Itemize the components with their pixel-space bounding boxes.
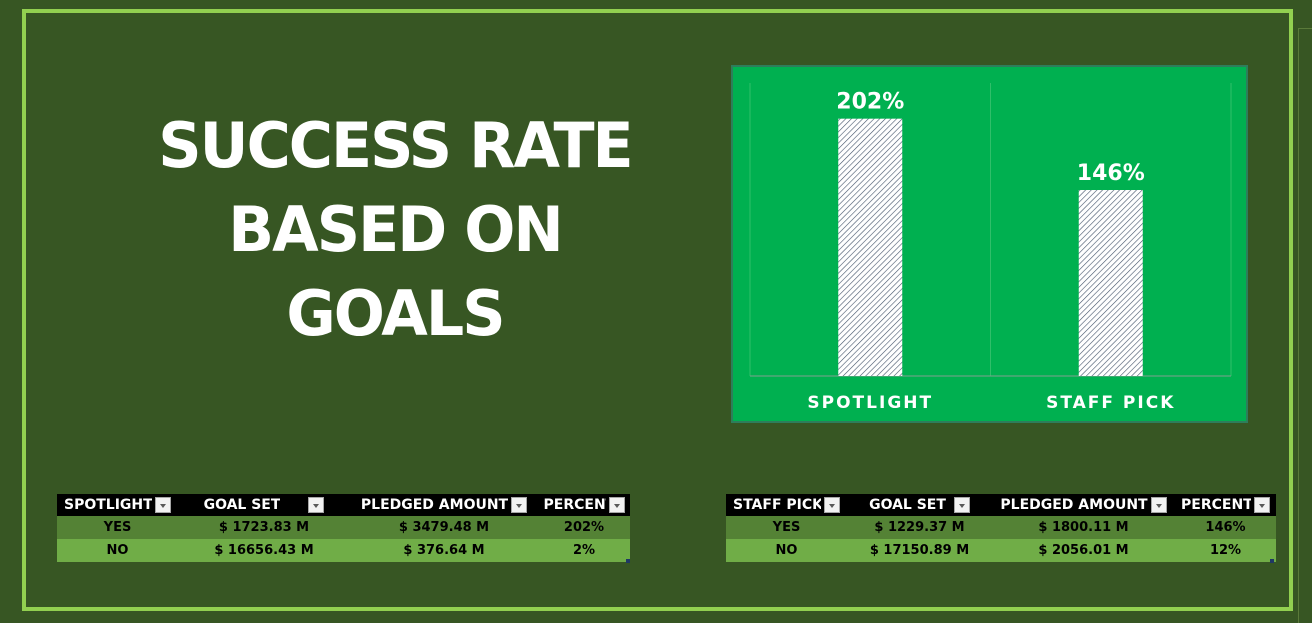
table-row: NO $ 16656.43 M $ 376.64 M 2% — [57, 539, 630, 562]
header-percent: PERCENT — [1175, 494, 1276, 516]
data-label: 202% — [836, 90, 904, 115]
table-header-row: STAFF PICK GOAL SET PLEDGED AMOUNT PERCE… — [726, 494, 1276, 516]
title-line-1: SUCCESS RATE — [158, 109, 633, 182]
table-cell[interactable]: YES — [57, 516, 178, 539]
table-header-row: SPOTLIGHT GOAL SET PLEDGED AMOUNT PERCEN… — [57, 494, 630, 516]
table-cell[interactable]: $ 1229.37 M — [847, 516, 992, 539]
title-line-3: GOALS — [286, 277, 505, 350]
chart-svg: 202% SPOTLIGHT 146% STAFF PICK — [749, 83, 1232, 413]
filter-dropdown-icon[interactable] — [953, 497, 970, 513]
header-goal-set: GOAL SET — [847, 494, 992, 516]
spotlight-table: SPOTLIGHT GOAL SET PLEDGED AMOUNT PERCEN… — [57, 494, 630, 562]
table-cell[interactable]: 146% — [1175, 516, 1276, 539]
table-cell[interactable]: $ 1800.11 M — [992, 516, 1175, 539]
table-cell[interactable]: 12% — [1175, 539, 1276, 562]
table-cell[interactable]: $ 376.64 M — [350, 539, 538, 562]
x-tick-label: STAFF PICK — [1046, 393, 1175, 413]
table-cell[interactable]: NO — [726, 539, 847, 562]
header-pledged-amount: PLEDGED AMOUNT — [350, 494, 538, 516]
header-pledged-amount: PLEDGED AMOUNT — [992, 494, 1175, 516]
header-staff-pick: STAFF PICK — [726, 494, 847, 516]
filter-dropdown-icon[interactable] — [608, 497, 625, 513]
table-cell[interactable]: $ 3479.48 M — [350, 516, 538, 539]
table-cell[interactable]: $ 1723.83 M — [178, 516, 350, 539]
success-rate-chart[interactable]: 202% SPOTLIGHT 146% STAFF PICK — [731, 65, 1248, 423]
staff-pick-table: STAFF PICK GOAL SET PLEDGED AMOUNT PERCE… — [726, 494, 1276, 562]
table-resize-handle[interactable] — [626, 559, 630, 563]
table-cell[interactable]: 2% — [538, 539, 630, 562]
filter-dropdown-icon[interactable] — [155, 497, 171, 513]
filter-dropdown-icon[interactable] — [824, 497, 840, 513]
table-row: YES $ 1229.37 M $ 1800.11 M 146% — [726, 516, 1276, 539]
x-tick-label: SPOTLIGHT — [807, 393, 933, 413]
table-cell[interactable]: NO — [57, 539, 178, 562]
header-percent: PERCENT — [538, 494, 630, 516]
table-cell[interactable]: $ 2056.01 M — [992, 539, 1175, 562]
filter-dropdown-icon[interactable] — [1150, 497, 1167, 513]
table-cell[interactable]: $ 16656.43 M — [178, 539, 350, 562]
filter-dropdown-icon[interactable] — [308, 497, 325, 513]
bar-spotlight — [838, 118, 903, 377]
dashboard-title: SUCCESS RATE BASED ON GOALS — [123, 104, 666, 356]
sheet-edge — [1298, 28, 1312, 623]
filter-dropdown-icon[interactable] — [1254, 497, 1270, 513]
table-resize-handle[interactable] — [1270, 559, 1274, 563]
data-label: 146% — [1077, 161, 1145, 186]
table-cell[interactable]: $ 17150.89 M — [847, 539, 992, 562]
table-row: YES $ 1723.83 M $ 3479.48 M 202% — [57, 516, 630, 539]
dashboard-frame — [22, 9, 1293, 611]
table-cell[interactable]: YES — [726, 516, 847, 539]
filter-dropdown-icon[interactable] — [511, 497, 528, 513]
table-row: NO $ 17150.89 M $ 2056.01 M 12% — [726, 539, 1276, 562]
table-cell[interactable]: 202% — [538, 516, 630, 539]
header-spotlight: SPOTLIGHT — [57, 494, 178, 516]
bar-staff-pick — [1078, 190, 1143, 376]
header-goal-set: GOAL SET — [178, 494, 350, 516]
title-line-2: BASED ON — [228, 193, 564, 266]
